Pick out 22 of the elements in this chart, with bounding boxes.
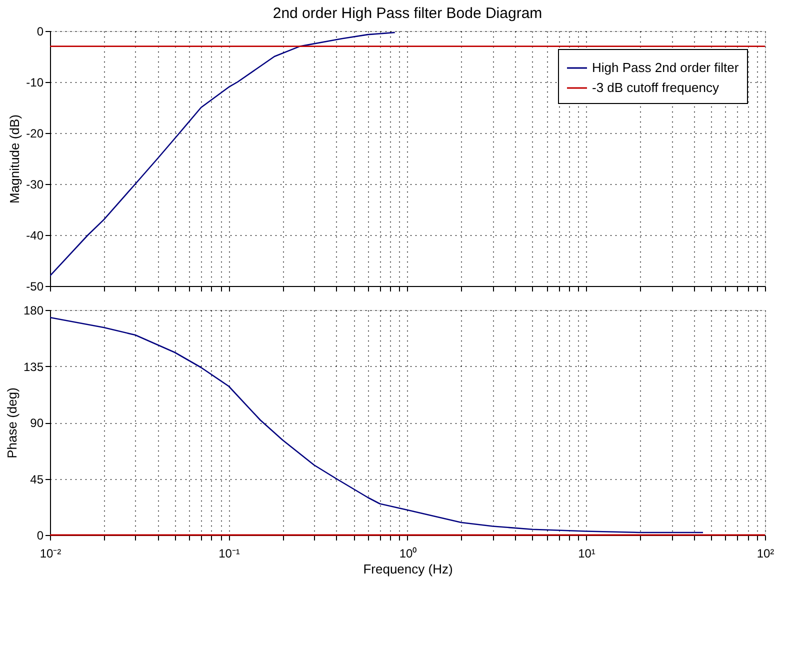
x-tick-label: 10² (756, 546, 774, 560)
y-tick-label: 180 (23, 304, 44, 318)
y-tick-label: 0 (36, 528, 44, 542)
y-tick-label: -50 (26, 280, 44, 294)
chart-title: 2nd order High Pass filter Bode Diagram (272, 5, 542, 22)
y-tick-label: 45 (30, 472, 44, 486)
x-tick-label: 10⁻² (40, 546, 62, 560)
x-axis-title: Frequency (Hz) (363, 562, 453, 576)
y-tick-label: 135 (23, 360, 44, 374)
y-tick-label: -40 (26, 228, 44, 242)
y-tick-label: 0 (36, 24, 44, 38)
y-axis-title: Magnitude (dB) (7, 114, 22, 204)
y-axis-title: Phase (deg) (4, 388, 20, 458)
y-tick-label: -20 (26, 126, 44, 140)
x-tick-label: 10⁰ (399, 546, 417, 560)
x-tick-label: 10⁻¹ (218, 546, 240, 560)
y-tick-label: 90 (30, 416, 44, 430)
legend-label: High Pass 2nd order filter (592, 60, 740, 75)
y-tick-label: -10 (26, 76, 44, 90)
legend-label: -3 dB cutoff frequency (592, 80, 720, 95)
x-tick-label: 10¹ (578, 546, 596, 560)
y-tick-label: -30 (26, 178, 44, 192)
